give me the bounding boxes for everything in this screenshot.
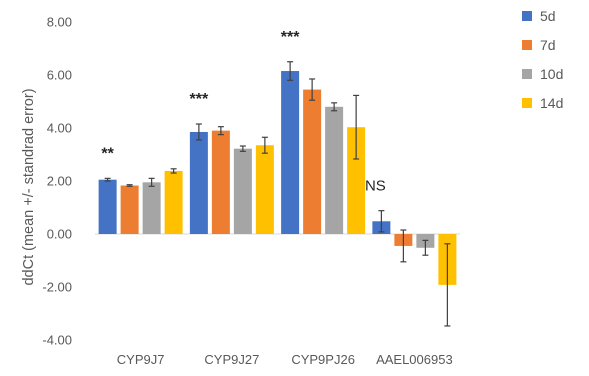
error-bar [353, 94, 360, 160]
x-tick-label: AAEL006953 [376, 352, 453, 367]
legend: 5d 7d 10d 14d [522, 8, 563, 111]
error-bar [400, 229, 407, 263]
bar-10d-CYP9PJ26 [325, 106, 344, 234]
y-tick-label: -2.00 [42, 280, 72, 295]
y-tick-label: 2.00 [47, 174, 72, 189]
y-axis-label: ddCt (mean +/- standrad error) [21, 88, 37, 285]
legend-label: 14d [540, 95, 563, 111]
error-bar [195, 123, 202, 141]
error-bar [126, 184, 133, 187]
y-tick-label: 4.00 [47, 121, 72, 136]
bar-7d-CYP9PJ26 [303, 89, 322, 234]
error-bar [261, 136, 268, 154]
error-bar [148, 177, 155, 187]
legend-item: 7d [522, 37, 556, 53]
significance-label: *** [190, 91, 209, 108]
significance-label: *** [281, 29, 300, 46]
significance-annotations: ********NS [101, 29, 385, 195]
legend-swatch [522, 11, 532, 21]
error-bar [170, 168, 177, 174]
y-tick-label: 0.00 [47, 227, 72, 242]
legend-label: 7d [540, 37, 556, 53]
legend-item: 10d [522, 66, 563, 82]
significance-label: NS [365, 178, 386, 195]
legend-item: 14d [522, 95, 563, 111]
error-bar [239, 145, 246, 152]
bar-14d-CYP9PJ26 [347, 127, 366, 234]
significance-label: ** [101, 145, 114, 162]
error-bar [331, 102, 338, 112]
y-tick-label: -4.00 [42, 333, 72, 348]
bar-5d-CYP9J27 [189, 131, 208, 234]
error-bar [378, 210, 385, 233]
legend-item: 5d [522, 8, 556, 24]
bar-5d-CYP9J7 [98, 179, 117, 234]
legend-swatch [522, 69, 532, 79]
error-bar [104, 177, 111, 182]
y-tick-label: 6.00 [47, 68, 72, 83]
bar-5d-CYP9PJ26 [281, 71, 300, 235]
x-tick-label: CYP9PJ26 [291, 352, 355, 367]
y-tick-label: 8.00 [47, 15, 72, 30]
x-tick-label: CYP9J27 [204, 352, 259, 367]
bar-10d-CYP9J27 [233, 148, 252, 234]
bar-14d-CYP9J27 [255, 145, 274, 234]
error-bars [104, 61, 451, 327]
error-bar [422, 239, 429, 256]
legend-swatch [522, 40, 532, 50]
legend-swatch [522, 98, 532, 108]
legend-label: 10d [540, 66, 563, 82]
error-bar [309, 78, 316, 101]
error-bar [217, 126, 224, 136]
bar-10d-CYP9J7 [142, 182, 161, 234]
x-tick-label: CYP9J7 [117, 352, 165, 367]
x-axis-ticks: CYP9J7 CYP9J27 CYP9PJ26 AAEL006953 [117, 352, 453, 367]
y-axis-ticks: -4.00 -2.00 0.00 2.00 4.00 6.00 8.00 [42, 15, 72, 348]
bar-14d-CYP9J7 [164, 170, 183, 234]
error-bar [287, 61, 294, 81]
bar-7d-CYP9J27 [211, 130, 230, 234]
legend-label: 5d [540, 8, 556, 24]
bar-7d-CYP9J7 [120, 185, 139, 234]
error-bar [444, 243, 451, 327]
